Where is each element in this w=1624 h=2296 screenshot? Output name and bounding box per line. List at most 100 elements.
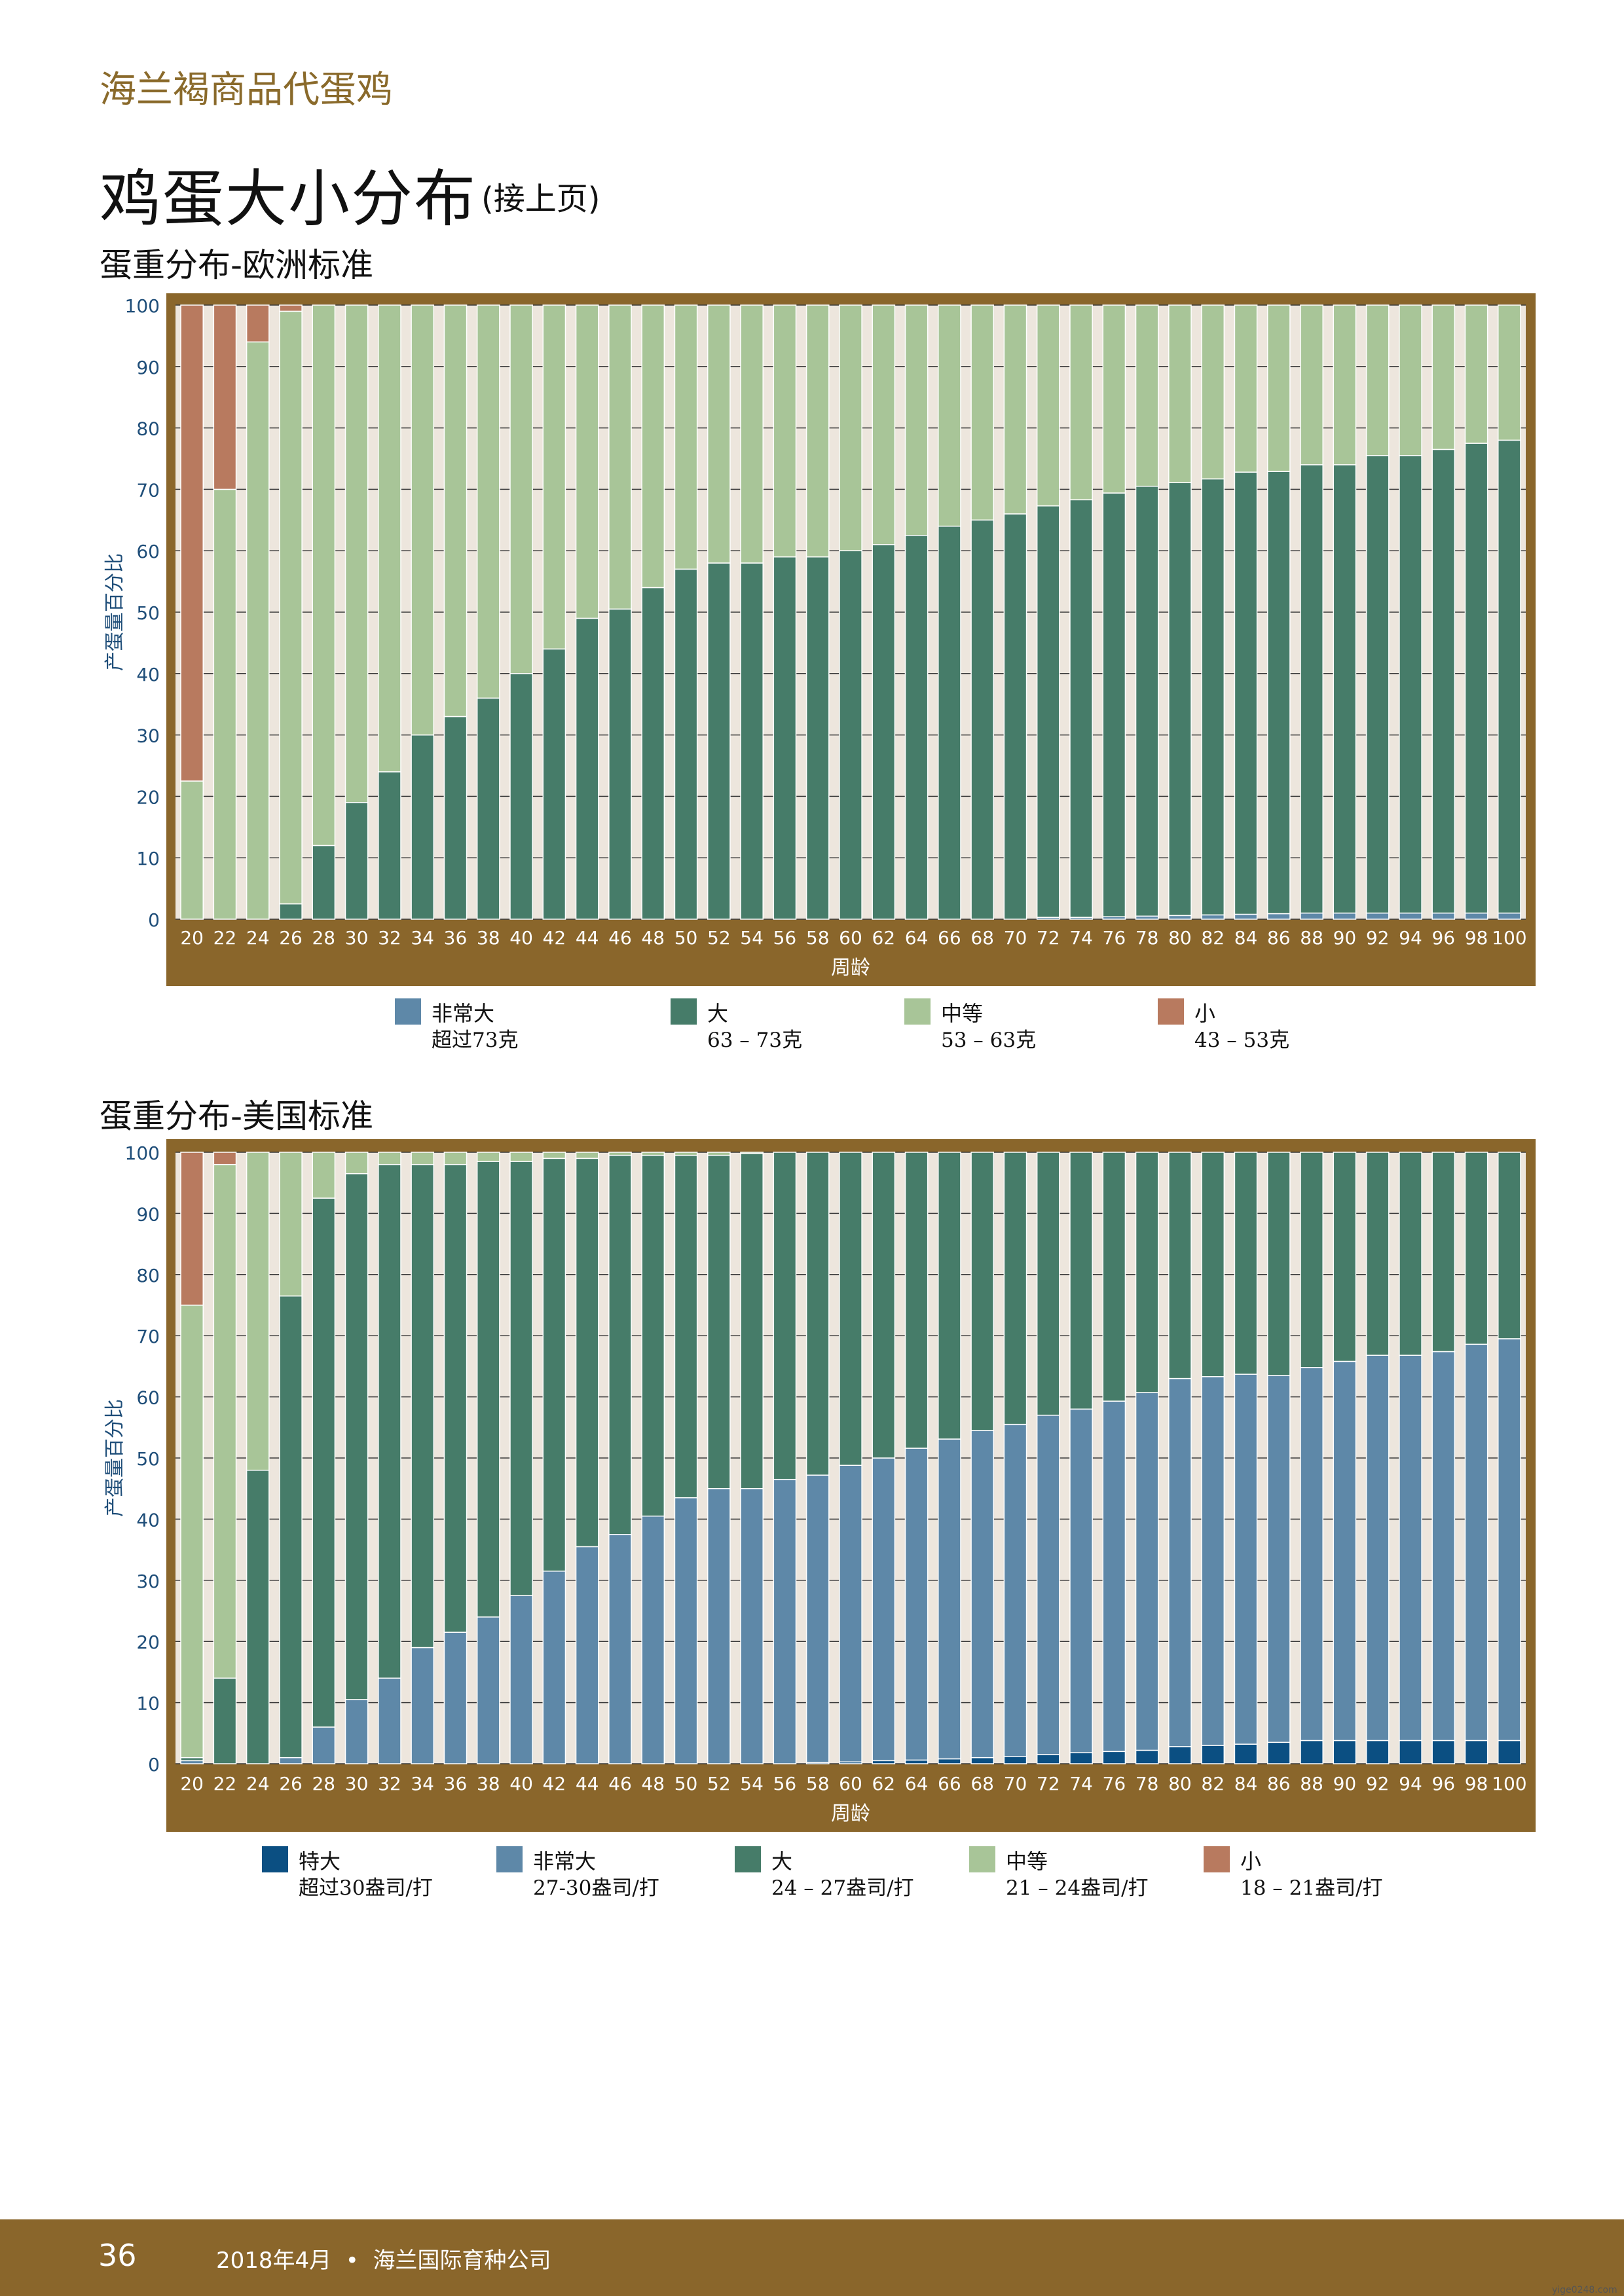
x-tick-label: 48 [641, 1773, 665, 1795]
bar-segment [1003, 513, 1027, 920]
x-tick-label: 74 [1069, 927, 1093, 949]
bar-segment [1266, 1741, 1291, 1764]
bar-segment [938, 1152, 961, 1440]
bar-segment [839, 1465, 862, 1762]
x-tick-label: 56 [773, 927, 797, 949]
bar-segment [509, 1161, 533, 1596]
x-tick-label: 62 [872, 927, 895, 949]
legend-sublabel: 超过73克 [432, 1029, 519, 1052]
x-tick-label: 60 [839, 1773, 862, 1795]
legend-sublabel: 21 – 24盎司/打 [1006, 1876, 1149, 1900]
bar-segment [938, 525, 961, 920]
bar-segment [904, 1759, 929, 1764]
x-axis-title: 周龄 [831, 957, 870, 979]
x-tick-label: 48 [641, 927, 665, 949]
y-tick-label: 80 [136, 418, 160, 440]
bar-segment [1498, 1740, 1521, 1764]
legend-label: 非常大 [432, 1001, 495, 1026]
bar-segment [970, 519, 995, 920]
y-tick-label: 20 [136, 1631, 160, 1653]
bar-segment [1431, 1351, 1456, 1741]
legend-swatch [1204, 1846, 1230, 1872]
bar-segment [1201, 478, 1225, 916]
legend-label: 小 [1194, 1001, 1216, 1026]
bar-segment [476, 1152, 500, 1162]
legend-sublabel: 27-30盎司/打 [533, 1876, 659, 1900]
bar-segment [180, 780, 204, 920]
bar-segment [1003, 304, 1027, 515]
bar-segment [872, 544, 896, 920]
y-tick-label: 70 [136, 479, 160, 501]
x-tick-label: 80 [1168, 1773, 1192, 1795]
bar-segment [839, 304, 862, 551]
x-tick-label: 58 [806, 927, 830, 949]
bar-segment [641, 1515, 665, 1764]
bar-segment [312, 304, 336, 847]
legend-label: 中等 [941, 1001, 984, 1026]
x-tick-label: 86 [1267, 927, 1291, 949]
bar-segment [443, 1631, 468, 1764]
x-tick-label: 28 [312, 927, 335, 949]
bar-segment [938, 1438, 961, 1760]
x-tick-label: 28 [312, 1773, 335, 1795]
bar-segment [1036, 304, 1060, 507]
bar-segment [476, 304, 500, 699]
bar-segment [1464, 443, 1488, 914]
x-tick-label: 20 [180, 927, 204, 949]
bar-segment [1498, 1338, 1521, 1741]
bar-segment [1365, 304, 1390, 456]
bar-segment [904, 535, 929, 920]
bar-segment [707, 562, 731, 920]
y-axis-band [98, 1136, 166, 1835]
chart2-us-standard: 0 10 20 30 40 50 60 70 80 90 100 产蛋量百分比 20 22 24 26 28 30… [98, 1136, 1536, 1835]
bar-segment [674, 1497, 698, 1764]
x-tick-label: 36 [444, 927, 468, 949]
bar-segment [378, 1163, 401, 1679]
page-title-note: (接上页) [481, 181, 600, 217]
bar-segment [641, 304, 665, 589]
y-tick-label: 60 [136, 1387, 160, 1409]
bar-segment [707, 1154, 731, 1489]
bar-segment [1464, 304, 1488, 444]
x-tick-label: 80 [1168, 927, 1192, 949]
bar-segment [1234, 304, 1258, 473]
x-tick-label: 62 [872, 1773, 895, 1795]
bar-segment [509, 1152, 533, 1162]
bar-segment [279, 310, 303, 905]
x-tick-label: 32 [378, 1773, 401, 1795]
x-tick-label: 46 [608, 1773, 632, 1795]
x-tick-label: 24 [246, 927, 270, 949]
x-tick-label: 42 [543, 1773, 566, 1795]
bar-segment [344, 1699, 369, 1764]
legend-sublabel: 超过30盎司/打 [299, 1876, 433, 1900]
bar-segment [1399, 1740, 1422, 1764]
y-tick-label: 90 [136, 357, 160, 378]
bar-segment [1431, 1152, 1456, 1353]
bar-segment [1365, 1740, 1390, 1764]
x-tick-label: 90 [1333, 1773, 1357, 1795]
legend-sublabel: 24 – 27盎司/打 [771, 1876, 914, 1900]
bar-segment [378, 304, 401, 773]
x-tick-label: 36 [444, 1773, 468, 1795]
bar-segment [411, 1152, 435, 1165]
bar-segment [279, 304, 303, 312]
x-tick-label: 54 [740, 927, 764, 949]
bar-segment [180, 1152, 204, 1306]
x-tick-label: 40 [509, 1773, 533, 1795]
legend-label: 非常大 [533, 1849, 597, 1874]
bar-segment [1498, 1152, 1521, 1339]
bar-segment [970, 304, 995, 521]
bar-segment [938, 1758, 961, 1764]
y-tick-label: 10 [136, 848, 160, 869]
bar-segment [839, 1152, 862, 1466]
x-tick-label: 26 [279, 1773, 303, 1795]
y-tick-label: 100 [125, 295, 160, 317]
bar-segment [773, 1478, 797, 1764]
bar-segment [378, 1152, 401, 1165]
bar-segment [1365, 1355, 1390, 1741]
bar-segment [1300, 464, 1323, 914]
x-tick-label: 78 [1135, 1773, 1159, 1795]
bar-segment [279, 1295, 303, 1758]
bar-segment [1431, 448, 1456, 914]
bar-segment [378, 1677, 401, 1764]
